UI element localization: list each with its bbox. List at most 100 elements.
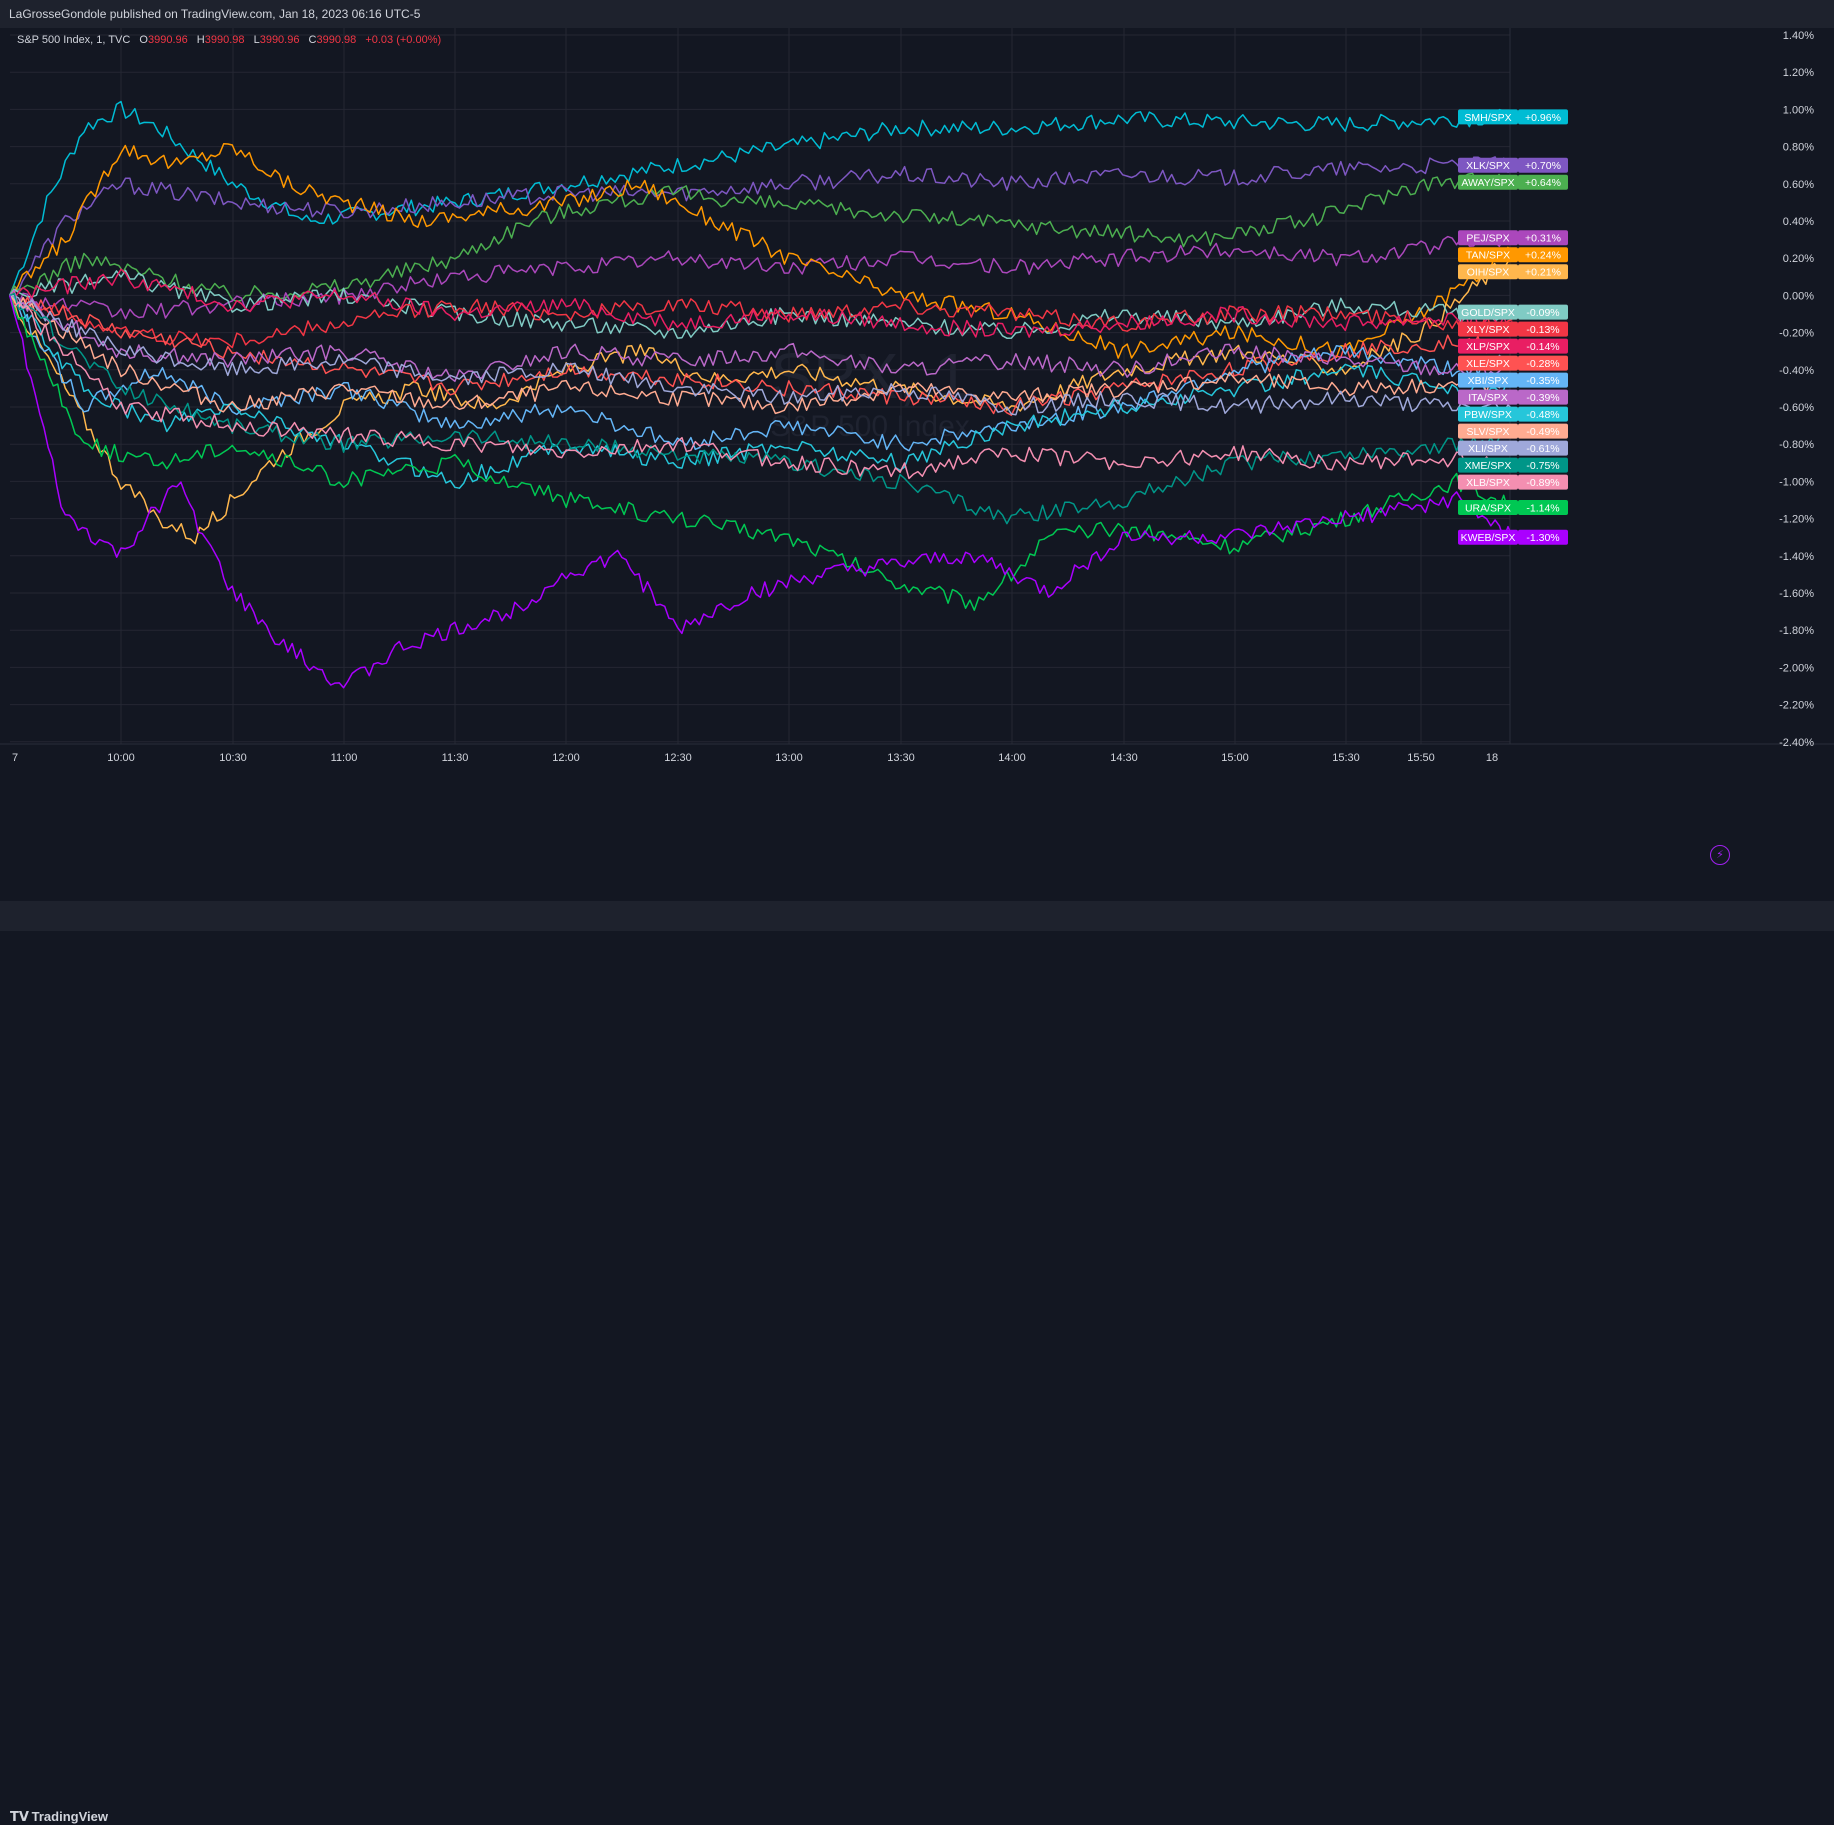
series-value-pill — [1518, 406, 1568, 422]
series-end-label: ITA/SPX -0.39% — [1458, 389, 1568, 405]
series-name-pill — [1458, 423, 1518, 439]
series-line-kweb-spx — [8, 295, 1513, 689]
series-line-ita-spx — [9, 289, 1513, 383]
legend-change: +0.03 (+0.00%) — [365, 34, 442, 46]
series-name-text: KWEB/SPX — [1461, 532, 1516, 544]
series-line-xme-spx — [9, 292, 1513, 525]
series-value-text: +0.24% — [1525, 250, 1561, 262]
series-name-text: GOLD/SPX — [1461, 307, 1515, 319]
series-lines — [8, 100, 1513, 689]
series-line-xbi-spx — [9, 294, 1513, 452]
series-value-text: -0.14% — [1526, 341, 1559, 353]
series-value-pill — [1518, 389, 1568, 405]
legend-symbol[interactable]: S&P 500 Index, 1, TVC — [17, 34, 131, 46]
series-end-label: XLB/SPX -0.89% — [1458, 474, 1568, 490]
series-value-text: +0.64% — [1525, 177, 1561, 189]
series-name-text: URA/SPX — [1465, 502, 1511, 514]
x-tick-label: 10:30 — [219, 752, 247, 764]
x-tick-label: 15:00 — [1221, 752, 1249, 764]
series-end-label: GOLD/SPX -0.09% — [1458, 304, 1568, 320]
y-tick-label: 0.20% — [1783, 253, 1814, 265]
series-name-pill — [1458, 304, 1518, 320]
series-name-pill — [1458, 355, 1518, 371]
series-end-label: SLV/SPX -0.49% — [1458, 423, 1568, 439]
series-end-label: AWAY/SPX +0.64% — [1458, 174, 1568, 190]
series-name-text: PEJ/SPX — [1466, 233, 1509, 245]
series-name-text: SLV/SPX — [1467, 426, 1510, 438]
y-tick-label: -1.20% — [1779, 514, 1814, 526]
watermark-name: S&P 500 Index — [770, 410, 970, 443]
legend-high-label: H — [196, 34, 205, 46]
series-name-pill — [1458, 157, 1518, 173]
series-name-pill — [1458, 247, 1518, 263]
y-tick-label: -1.00% — [1779, 476, 1814, 488]
series-line-xly-spx — [9, 295, 1513, 349]
series-line-tan-spx — [9, 143, 1513, 359]
series-value-pill — [1518, 230, 1568, 246]
series-name-text: XLB/SPX — [1466, 477, 1510, 489]
legend-open-value: 3990.96 — [147, 34, 188, 46]
series-value-pill — [1518, 157, 1568, 173]
series-value-pill — [1518, 423, 1568, 439]
watermark: SPX, 1 S&P 500 Index — [770, 340, 970, 443]
x-tick-label: 11:30 — [442, 752, 469, 764]
series-value-pill — [1518, 355, 1568, 371]
tradingview-mark-icon: 𝗧𝗩 — [10, 1809, 29, 1824]
series-line-xlb-spx — [8, 295, 1513, 480]
series-value-text: -0.39% — [1526, 392, 1559, 404]
series-name-text: XLP/SPX — [1466, 341, 1510, 353]
y-tick-label: -0.80% — [1779, 439, 1814, 451]
series-name-text: XBI/SPX — [1468, 375, 1509, 387]
series-value-pill — [1518, 174, 1568, 190]
series-value-pill — [1518, 247, 1568, 263]
y-tick-label: 0.80% — [1783, 142, 1814, 154]
y-tick-label: -0.60% — [1779, 402, 1814, 414]
series-name-text: XLI/SPX — [1468, 443, 1508, 455]
x-tick-label: 18 — [1486, 752, 1498, 764]
series-value-pill — [1518, 529, 1568, 545]
series-line-ura-spx — [8, 295, 1513, 611]
series-value-pill — [1518, 321, 1568, 337]
series-name-pill — [1458, 389, 1518, 405]
legend-open-label: O — [139, 34, 148, 46]
x-tick-label: 7 — [12, 752, 18, 764]
x-tick-label: 13:00 — [775, 752, 803, 764]
series-line-xli-spx — [9, 294, 1513, 416]
y-tick-label: 1.00% — [1783, 104, 1814, 116]
series-value-pill — [1518, 474, 1568, 490]
y-tick-label: -0.40% — [1779, 365, 1814, 377]
x-tick-label: 13:30 — [887, 752, 915, 764]
series-name-pill — [1458, 264, 1518, 280]
series-end-label: XBI/SPX -0.35% — [1458, 372, 1568, 388]
series-end-label: OIH/SPX +0.21% — [1458, 264, 1568, 280]
series-name-pill — [1458, 174, 1518, 190]
legend-low-value: 3990.96 — [259, 34, 300, 46]
series-value-text: -0.75% — [1526, 460, 1559, 472]
series-name-pill — [1458, 109, 1518, 125]
chart-canvas[interactable]: SPX, 1 S&P 500 Index 7 10:00 10:30 11:00 11:… — [0, 28, 1834, 901]
y-tick-label: -2.40% — [1779, 737, 1814, 749]
series-value-text: -1.14% — [1526, 502, 1559, 514]
series-name-pill — [1458, 440, 1518, 456]
series-value-text: +0.21% — [1525, 267, 1561, 279]
series-line-smh-spx — [9, 100, 1513, 296]
series-value-text: +0.70% — [1525, 160, 1561, 172]
series-end-label: KWEB/SPX -1.30% — [1458, 529, 1568, 545]
series-value-pill — [1518, 372, 1568, 388]
series-name-pill — [1458, 321, 1518, 337]
series-line-away-spx — [9, 172, 1513, 303]
series-end-label: XLI/SPX -0.61% — [1458, 440, 1568, 456]
x-tick-label: 11:00 — [331, 752, 358, 764]
legend-close-label: C — [308, 34, 317, 46]
publish-header-bar: LaGrosseGondole published on TradingView… — [0, 0, 1834, 28]
series-end-label: XLP/SPX -0.14% — [1458, 338, 1568, 354]
series-name-text: PBW/SPX — [1464, 409, 1512, 421]
tradingview-logo[interactable]: 𝗧𝗩 TradingView — [10, 1809, 108, 1825]
series-value-text: -0.09% — [1526, 307, 1559, 319]
y-axis[interactable]: 1.40% 1.20% 1.00% 0.80% 0.60% 0.40% 0.20% 0.00%… — [1779, 30, 1814, 749]
series-end-label: XLY/SPX -0.13% — [1458, 321, 1568, 337]
series-end-label: XLE/SPX -0.28% — [1458, 355, 1568, 371]
series-value-pill — [1518, 338, 1568, 354]
series-name-text: ITA/SPX — [1468, 392, 1507, 404]
lightning-icon[interactable]: ⚡ — [1710, 845, 1730, 865]
